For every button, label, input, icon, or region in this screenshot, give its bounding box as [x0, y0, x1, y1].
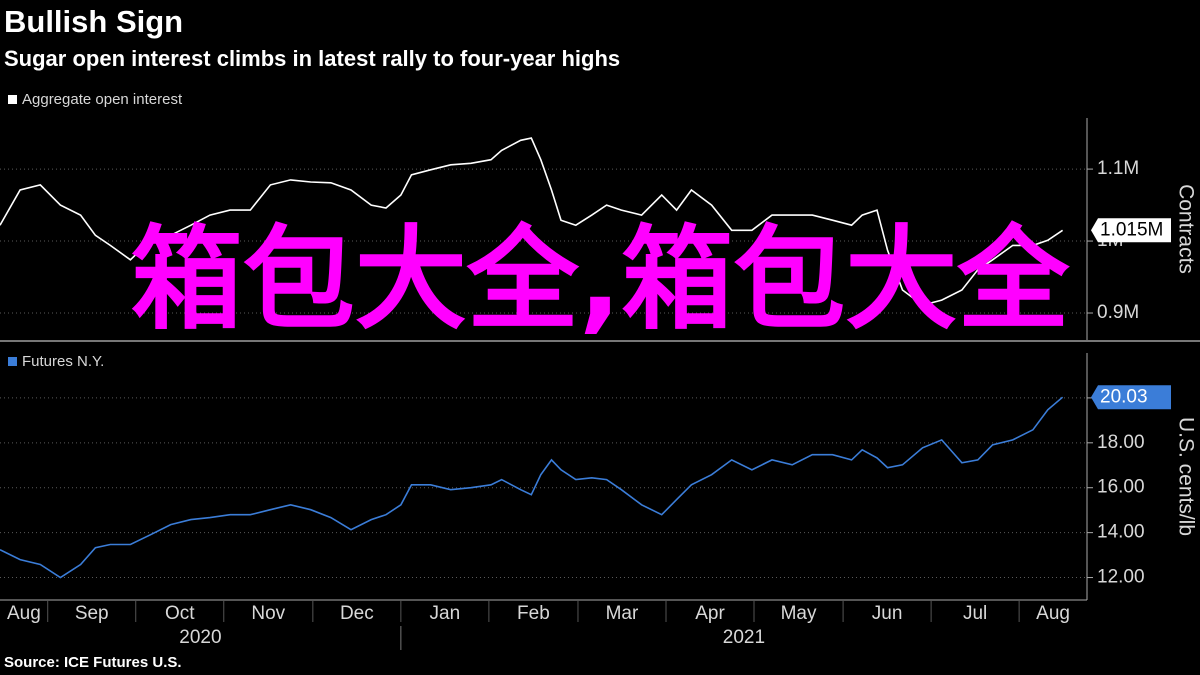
legend-label: Aggregate open interest	[22, 91, 183, 108]
overlay-text: 箱包大全,箱包大全	[130, 215, 1070, 345]
x-tick-label: May	[781, 603, 817, 624]
legend-label: Futures N.Y.	[22, 353, 104, 370]
x-tick-label: Jul	[963, 603, 987, 624]
chart-subtitle: Sugar open interest climbs in latest ral…	[4, 46, 620, 71]
series-line	[0, 396, 1064, 579]
source: Source: ICE Futures U.S.	[4, 654, 182, 671]
x-tick-label: Jun	[872, 603, 903, 624]
chart-title: Bullish Sign	[4, 4, 183, 39]
x-tick-label: Sep	[75, 603, 109, 624]
y-tick-label: 16.00	[1097, 477, 1145, 498]
x-tick-label: Oct	[165, 603, 195, 624]
series-line	[0, 137, 1064, 306]
value-label: 1.015M	[1100, 219, 1163, 240]
year-label: 2020	[179, 627, 221, 648]
y-axis-label: U.S. cents/lb	[1174, 417, 1197, 536]
y-tick-label: 1.1M	[1097, 158, 1139, 179]
legend-swatch	[8, 357, 17, 366]
value-callout	[1091, 385, 1171, 410]
y-axis-label: Contracts	[1174, 184, 1197, 274]
x-tick-label: Feb	[517, 603, 550, 624]
x-tick-label: Nov	[251, 603, 285, 624]
x-tick-label: Apr	[695, 603, 725, 624]
x-tick-label: Dec	[340, 603, 374, 624]
y-tick-label: 14.00	[1097, 522, 1145, 543]
x-tick-label: Aug	[1036, 603, 1070, 624]
x-tick-label: Jan	[430, 603, 461, 624]
y-tick-label: 18.00	[1097, 432, 1145, 453]
x-tick-label: Aug	[7, 603, 41, 624]
y-tick-label: 12.00	[1097, 567, 1145, 588]
value-callout	[1091, 218, 1171, 243]
y-tick-label: 0.9M	[1097, 302, 1139, 323]
year-label: 2021	[723, 627, 765, 648]
value-label: 20.03	[1100, 386, 1148, 407]
legend-swatch	[8, 95, 17, 104]
x-tick-label: Mar	[606, 603, 639, 624]
